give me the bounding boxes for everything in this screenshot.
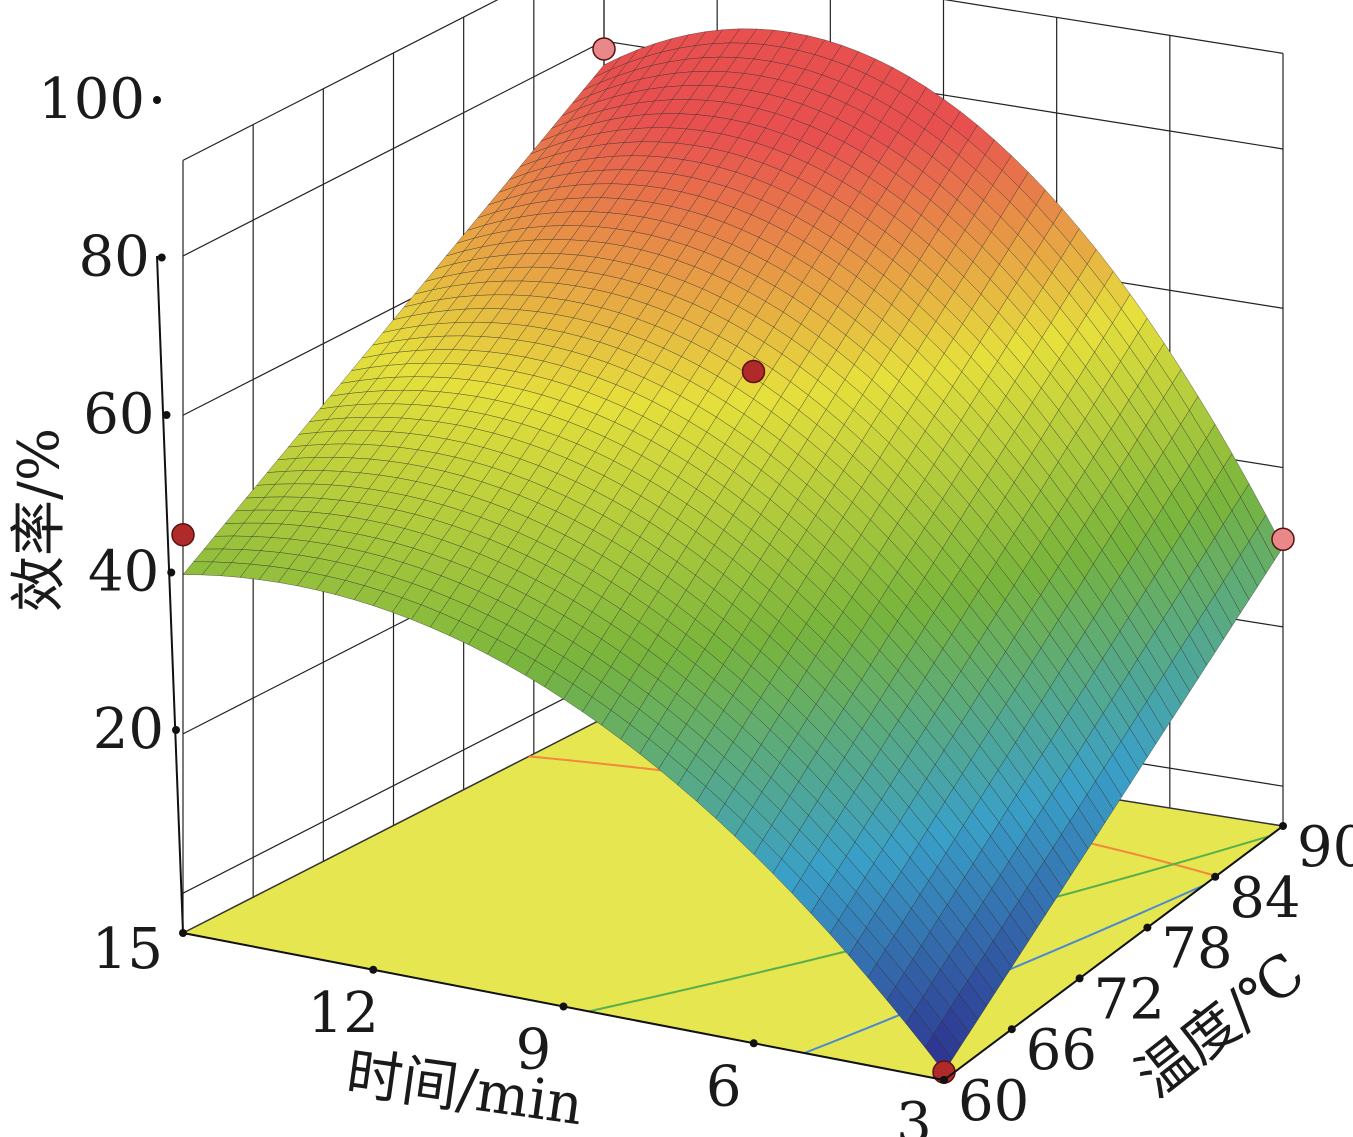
- y-tick-mark: [1211, 872, 1220, 881]
- z-tick-mark: [172, 726, 180, 734]
- z-tick-label: 20: [93, 697, 164, 762]
- y-tick-label: 90: [1297, 815, 1353, 880]
- z-tick-label: 80: [78, 225, 149, 290]
- z-tick-mark: [157, 253, 166, 262]
- x-tick-label: 3: [896, 1091, 932, 1137]
- y-tick-mark: [1143, 923, 1152, 932]
- y-tick-label: 84: [1229, 866, 1300, 931]
- design-point: [171, 523, 195, 547]
- y-tick-label: 66: [1026, 1018, 1097, 1083]
- x-tick-mark: [559, 1002, 568, 1011]
- x-tick-label: 6: [706, 1054, 742, 1119]
- y-tick-mark: [1075, 974, 1084, 983]
- y-tick-mark: [1279, 822, 1287, 830]
- x-tick-label: 12: [308, 981, 379, 1046]
- design-points: [171, 37, 1295, 1084]
- design-point: [1271, 527, 1295, 552]
- design-point: [592, 37, 616, 61]
- y-tick-label: 60: [958, 1069, 1029, 1134]
- z-tick-label: 40: [88, 540, 159, 605]
- floor-tick-label: 15: [92, 917, 163, 982]
- y-tick-label: 72: [1094, 967, 1165, 1032]
- y-axis-line: [943, 825, 1284, 1081]
- z-tick-mark: [162, 411, 171, 419]
- x-tick-mark: [749, 1039, 758, 1048]
- x-tick-mark: [369, 965, 378, 974]
- z-tick-label: 100: [38, 67, 145, 132]
- z-axis-title: 效率/%: [7, 428, 72, 612]
- x-tick-label: 9: [516, 1018, 552, 1083]
- y-tick-mark: [940, 1076, 948, 1084]
- grid-line: [182, 0, 1284, 161]
- z-axis-line: [156, 255, 184, 934]
- design-point: [741, 359, 766, 384]
- y-tick-mark: [1007, 1025, 1016, 1034]
- y-tick-label: 78: [1161, 917, 1232, 982]
- z-tick-mark: [167, 568, 176, 577]
- z-tick-mark: [153, 96, 161, 104]
- z-tick-label: 60: [83, 382, 154, 447]
- response-surface: [182, 28, 1284, 1073]
